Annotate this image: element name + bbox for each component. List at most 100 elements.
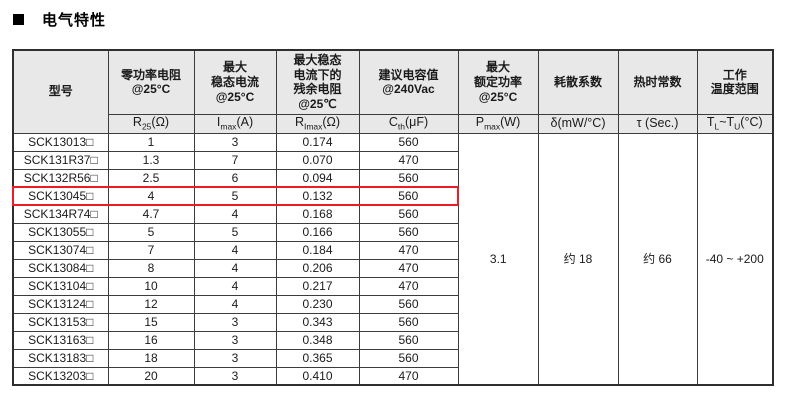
value-cell-cth: 560 xyxy=(358,330,459,350)
value-cell-imax: 3 xyxy=(193,330,277,350)
value-cell-cth: 470 xyxy=(358,240,459,260)
value-cell-r25: 15 xyxy=(107,312,195,332)
unit-header-imax: Imax(A) xyxy=(193,113,277,134)
value-cell-rimax: 0.365 xyxy=(275,348,360,368)
table-row: SCK13055□ 5 5 0.166 560 xyxy=(12,222,773,242)
table-row: SCK131R37□ 1.3 7 0.070 470 xyxy=(12,150,773,170)
table-row: SCK13163□ 16 3 0.348 560 xyxy=(12,330,773,350)
value-cell-r25: 2.5 xyxy=(107,168,195,188)
value-cell-imax: 6 xyxy=(193,168,277,188)
value-cell-r25: 4.7 xyxy=(107,204,195,224)
merged-value-cell-tau: 约 66 xyxy=(617,132,698,386)
table-row: SCK13124□ 12 4 0.230 560 xyxy=(12,294,773,314)
table-row: SCK13183□ 18 3 0.365 560 xyxy=(12,348,773,368)
value-cell-rimax: 0.410 xyxy=(275,366,360,386)
merged-value-cell-pmax: 3.1 xyxy=(457,132,539,386)
table-row: SCK13074□ 7 4 0.184 470 xyxy=(12,240,773,260)
model-cell: SCK13055□ xyxy=(12,222,109,242)
section-bullet-icon xyxy=(13,13,24,25)
model-cell: SCK13104□ xyxy=(12,276,109,296)
model-cell: SCK13084□ xyxy=(12,258,109,278)
value-cell-r25: 7 xyxy=(107,240,195,260)
spec-table-body: SCK13013□ 1 3 0.174 560 3.1 约 18 约 66 -40 ~ +200… xyxy=(12,132,774,386)
value-cell-r25: 8 xyxy=(107,258,195,278)
unit-header-tau: τ (Sec.) xyxy=(617,113,698,134)
model-cell: SCK13013□ xyxy=(12,132,109,152)
table-row: SCK13104□ 10 4 0.217 470 xyxy=(12,276,773,296)
value-cell-cth: 470 xyxy=(358,150,459,170)
model-cell: SCK13153□ xyxy=(12,312,109,332)
value-cell-r25: 1 xyxy=(107,132,195,152)
merged-value-cell-trange: -40 ~ +200 xyxy=(696,132,774,386)
value-cell-imax: 3 xyxy=(193,312,277,332)
value-cell-imax: 4 xyxy=(193,204,277,224)
model-cell: SCK13183□ xyxy=(12,348,109,368)
table-row: SCK13045□ 4 5 0.132 560 xyxy=(12,186,773,206)
value-cell-cth: 470 xyxy=(358,276,459,296)
value-cell-r25: 16 xyxy=(107,330,195,350)
unit-header-cth: Cth(μF) xyxy=(358,113,459,134)
column-header-cth: 建议电容值 @240Vac xyxy=(358,49,459,115)
model-cell: SCK13045□ xyxy=(12,186,109,206)
model-cell: SCK131R37□ xyxy=(12,150,109,170)
value-cell-rimax: 0.184 xyxy=(275,240,360,260)
unit-header-pmax: Pmax(W) xyxy=(457,113,539,134)
value-cell-rimax: 0.166 xyxy=(275,222,360,242)
value-cell-cth: 560 xyxy=(358,186,459,206)
value-cell-r25: 10 xyxy=(107,276,195,296)
section-title: 电气特性 xyxy=(0,0,785,29)
value-cell-cth: 560 xyxy=(358,294,459,314)
table-row: SCK13013□ 1 3 0.174 560 3.1 约 18 约 66 -40 ~ +200 xyxy=(12,132,774,386)
section-title-text: 电气特性 xyxy=(42,11,107,29)
column-header-imax: 最大 稳态电流 @25°C xyxy=(193,49,277,115)
model-cell: SCK13163□ xyxy=(12,330,109,350)
spec-table: 型号 零功率电阻 @25°C 最大 稳态电流 @25°C 最大稳态 电流下的 残余电阻 @25℃ 建… xyxy=(12,49,774,386)
model-cell: SCK132R56□ xyxy=(12,168,109,188)
model-cell: SCK13124□ xyxy=(12,294,109,314)
unit-header-rimax: RImax(Ω) xyxy=(275,113,360,134)
value-cell-rimax: 0.230 xyxy=(275,294,360,314)
column-header-tau: 热时常数 xyxy=(617,49,698,115)
value-cell-rimax: 0.174 xyxy=(275,132,360,152)
value-cell-rimax: 0.094 xyxy=(275,168,360,188)
value-cell-cth: 560 xyxy=(358,312,459,332)
value-cell-imax: 4 xyxy=(193,294,277,314)
model-cell: SCK134R74□ xyxy=(12,204,109,224)
model-cell: SCK13074□ xyxy=(12,240,109,260)
value-cell-rimax: 0.070 xyxy=(275,150,360,170)
value-cell-imax: 4 xyxy=(193,240,277,260)
table-row: SCK13203□ 20 3 0.410 470 xyxy=(12,366,773,386)
value-cell-cth: 560 xyxy=(358,204,459,224)
value-cell-imax: 7 xyxy=(193,150,277,170)
merged-value-cell-delta: 约 18 xyxy=(537,132,619,386)
value-cell-rimax: 0.343 xyxy=(275,312,360,332)
value-cell-imax: 4 xyxy=(193,276,277,296)
value-cell-r25: 18 xyxy=(107,348,195,368)
column-header-pmax: 最大 额定功率 @25°C xyxy=(457,49,539,115)
column-header-delta: 耗散系数 xyxy=(537,49,619,115)
column-header-trange: 工作 温度范围 xyxy=(696,49,774,115)
value-cell-r25: 1.3 xyxy=(107,150,195,170)
value-cell-r25: 5 xyxy=(107,222,195,242)
unit-header-trange: TL~TU(°C) xyxy=(696,113,774,134)
value-cell-rimax: 0.206 xyxy=(275,258,360,278)
value-cell-cth: 560 xyxy=(358,222,459,242)
model-cell: SCK13203□ xyxy=(12,366,109,386)
value-cell-rimax: 0.348 xyxy=(275,330,360,350)
value-cell-rimax: 0.168 xyxy=(275,204,360,224)
table-row: SCK13084□ 8 4 0.206 470 xyxy=(12,258,773,278)
unit-header-delta: δ(mW/°C) xyxy=(537,113,619,134)
column-header-rimax: 最大稳态 电流下的 残余电阻 @25℃ xyxy=(275,49,360,115)
value-cell-rimax: 0.217 xyxy=(275,276,360,296)
value-cell-imax: 4 xyxy=(193,258,277,278)
datasheet-page: 电气特性 型号 零功率电阻 @25°C 最大 稳态电流 @25°C 最大稳态 电流下的 残余电阻… xyxy=(0,0,785,386)
spec-table-head: 型号 零功率电阻 @25°C 最大 稳态电流 @25°C 最大稳态 电流下的 残余电阻 @25℃ 建… xyxy=(12,49,774,134)
value-cell-cth: 560 xyxy=(358,348,459,368)
value-cell-cth: 560 xyxy=(358,168,459,188)
value-cell-imax: 3 xyxy=(193,132,277,152)
value-cell-cth: 560 xyxy=(358,132,459,152)
value-cell-r25: 20 xyxy=(107,366,195,386)
value-cell-imax: 3 xyxy=(193,348,277,368)
value-cell-imax: 5 xyxy=(193,222,277,242)
model-column-header: 型号 xyxy=(12,49,109,134)
